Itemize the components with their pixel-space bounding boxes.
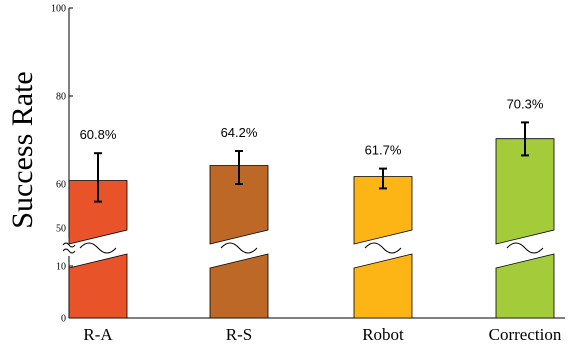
bar-upper-r-a xyxy=(68,180,128,245)
y-tick-label: 100 xyxy=(51,4,66,15)
y-tick-label: 80 xyxy=(56,92,66,103)
value-label: 64.2% xyxy=(221,125,258,140)
bar-upper-robot xyxy=(353,176,413,245)
y-tick-label: 10 xyxy=(56,262,66,273)
bar-break-mark xyxy=(506,242,544,254)
y-axis-title: Success Rate xyxy=(6,71,39,228)
bar-upper-correction xyxy=(495,138,555,245)
bars xyxy=(68,121,555,319)
value-label: 70.3% xyxy=(507,96,544,111)
y-tick-label: 0 xyxy=(61,314,66,325)
axes: 0 10 50 60 80 100 xyxy=(51,4,565,325)
bar-lower-correction xyxy=(495,253,555,319)
bar-lower-robot xyxy=(353,253,413,319)
value-label: 61.7% xyxy=(365,143,402,158)
value-label: 60.8% xyxy=(80,127,117,142)
category-label: Robot xyxy=(362,325,404,344)
bar-lower-r-a xyxy=(68,253,128,319)
y-tick-label: 50 xyxy=(56,224,66,235)
bar-lower-r-s xyxy=(209,253,269,319)
bar-break-mark xyxy=(220,242,258,254)
category-label: R-A xyxy=(83,325,113,344)
y-axis-break-mark xyxy=(62,242,76,248)
bar-break-mark xyxy=(364,242,402,254)
bar-break-mark xyxy=(79,242,117,254)
y-tick-label: 60 xyxy=(56,180,66,191)
category-label: Correction xyxy=(489,325,562,344)
labels: 60.8% R-A 64.2% R-S 61.7% Robot 70.3% Correctio… xyxy=(80,96,562,344)
bar-upper-r-s xyxy=(209,165,269,245)
y-axis-break-mark xyxy=(62,248,76,254)
category-label: R-S xyxy=(226,325,252,344)
